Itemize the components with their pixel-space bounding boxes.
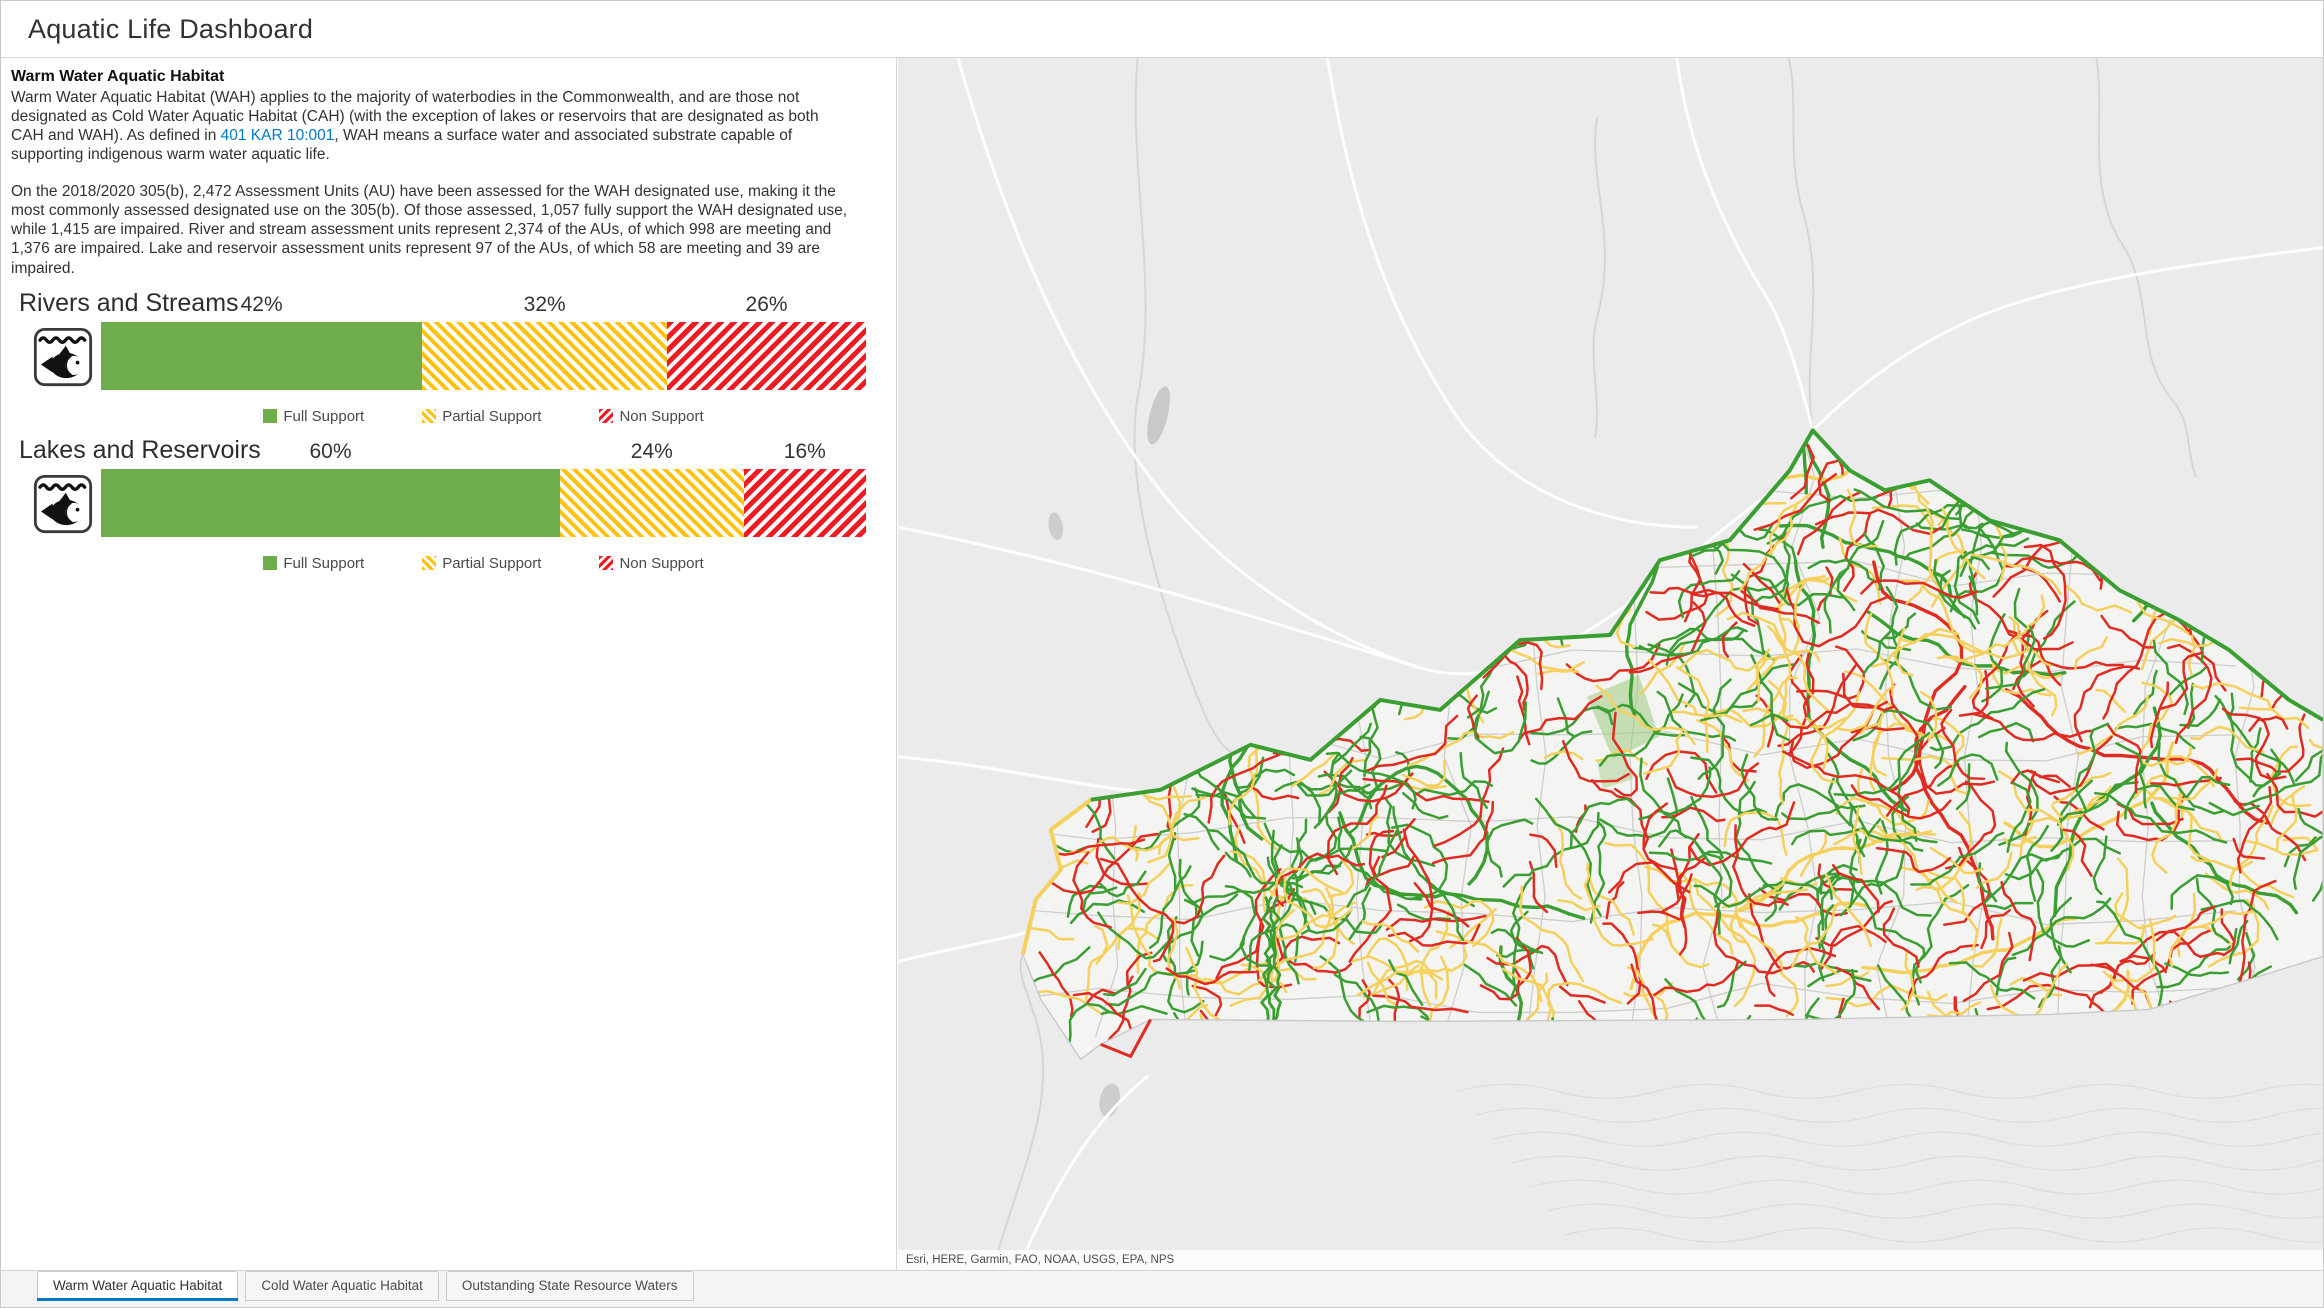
stacked-bar: [101, 468, 866, 537]
kar-regulation-link[interactable]: 401 KAR 10:001: [220, 127, 335, 145]
tab-warm-water-aquatic-habitat[interactable]: Warm Water Aquatic Habitat: [37, 1271, 239, 1301]
pct-partial: 24%: [630, 439, 673, 463]
legend-item-partial-support: Partial Support: [422, 555, 541, 572]
map-panel[interactable]: Esri, HERE, Garmin, FAO, NOAA, USGS, EPA…: [898, 58, 2323, 1270]
stacked-bar: [101, 321, 866, 390]
percent-labels: 60% 24% 16%: [101, 440, 866, 469]
legend-label: Full Support: [283, 554, 365, 572]
bar-segment-non-support[interactable]: [667, 321, 866, 390]
fish-icon: [33, 326, 93, 388]
rich-text-block: Warm Water Aquatic Habitat Warm Water Aq…: [1, 58, 896, 278]
chart-title: Rivers and Streams: [19, 288, 239, 317]
fish-icon: [33, 473, 93, 535]
bar-segment-full-support[interactable]: [101, 468, 560, 537]
bar-segment-partial-support[interactable]: [560, 468, 744, 537]
legend-label: Full Support: [283, 407, 365, 425]
bottom-tab-bar: Warm Water Aquatic Habitat Cold Water Aq…: [1, 1270, 2323, 1307]
legend-label: Non Support: [619, 554, 704, 572]
pct-non: 26%: [745, 292, 788, 316]
map-attribution: Esri, HERE, Garmin, FAO, NOAA, USGS, EPA…: [898, 1250, 2323, 1270]
page-title: Aquatic Life Dashboard: [28, 13, 314, 44]
legend-item-non-support: Non Support: [599, 554, 704, 572]
chart-row: 42% 32% 26%: [1, 293, 896, 390]
chart-legend: Full Support Partial Support Non Support: [101, 408, 866, 425]
pct-full: 60%: [309, 439, 352, 463]
legend-label: Partial Support: [442, 554, 542, 572]
paragraph-1: Warm Water Aquatic Habitat (WAH) applies…: [11, 88, 848, 165]
pct-full: 42%: [240, 292, 283, 316]
legend-item-full-support: Full Support: [263, 408, 364, 425]
non-support-swatch-icon: [599, 409, 614, 424]
partial-support-swatch-icon: [422, 556, 437, 571]
bar-segment-full-support[interactable]: [101, 321, 423, 390]
percent-labels: 42% 32% 26%: [101, 293, 866, 322]
paragraph-1-text: Warm Water Aquatic Habitat (WAH) applies…: [11, 88, 819, 145]
full-support-swatch-icon: [263, 409, 278, 424]
tab-cold-water-aquatic-habitat[interactable]: Cold Water Aquatic Habitat: [245, 1271, 439, 1301]
paragraph-2: On the 2018/2020 305(b), 2,472 Assessmen…: [11, 182, 848, 277]
chart-row: 60% 24% 16%: [1, 440, 896, 537]
legend-label: Non Support: [619, 407, 704, 425]
details-panel: Warm Water Aquatic Habitat Warm Water Aq…: [1, 58, 897, 1270]
chart-legend: Full Support Partial Support Non Support: [101, 555, 866, 572]
pct-partial: 32%: [523, 292, 566, 316]
full-support-swatch-icon: [263, 556, 278, 571]
pct-non: 16%: [783, 439, 826, 463]
chart-rivers-and-streams: Rivers and Streams 42% 32% 26%: [1, 289, 896, 425]
chart-title: Lakes and Reservoirs: [19, 435, 261, 464]
legend-item-partial-support: Partial Support: [422, 408, 541, 425]
bar-wrap: 60% 24% 16%: [101, 440, 866, 537]
paragraph-1-text-after: , WAH means a surface water and associat…: [11, 127, 793, 164]
legend-item-non-support: Non Support: [599, 407, 704, 425]
bar-wrap: 42% 32% 26%: [101, 293, 866, 390]
chart-lakes-and-reservoirs: Lakes and Reservoirs 60% 24% 16%: [1, 436, 896, 572]
header-bar: Aquatic Life Dashboard: [1, 1, 2323, 58]
legend-label: Partial Support: [442, 407, 542, 425]
section-heading: Warm Water Aquatic Habitat: [11, 68, 225, 85]
tab-outstanding-state-resource-waters[interactable]: Outstanding State Resource Waters: [445, 1271, 694, 1301]
legend-item-full-support: Full Support: [263, 555, 364, 572]
kentucky-assessment-map[interactable]: [898, 58, 2323, 1270]
partial-support-swatch-icon: [422, 409, 437, 424]
bar-segment-partial-support[interactable]: [422, 321, 668, 390]
bar-segment-non-support[interactable]: [743, 468, 866, 537]
non-support-swatch-icon: [599, 556, 614, 571]
